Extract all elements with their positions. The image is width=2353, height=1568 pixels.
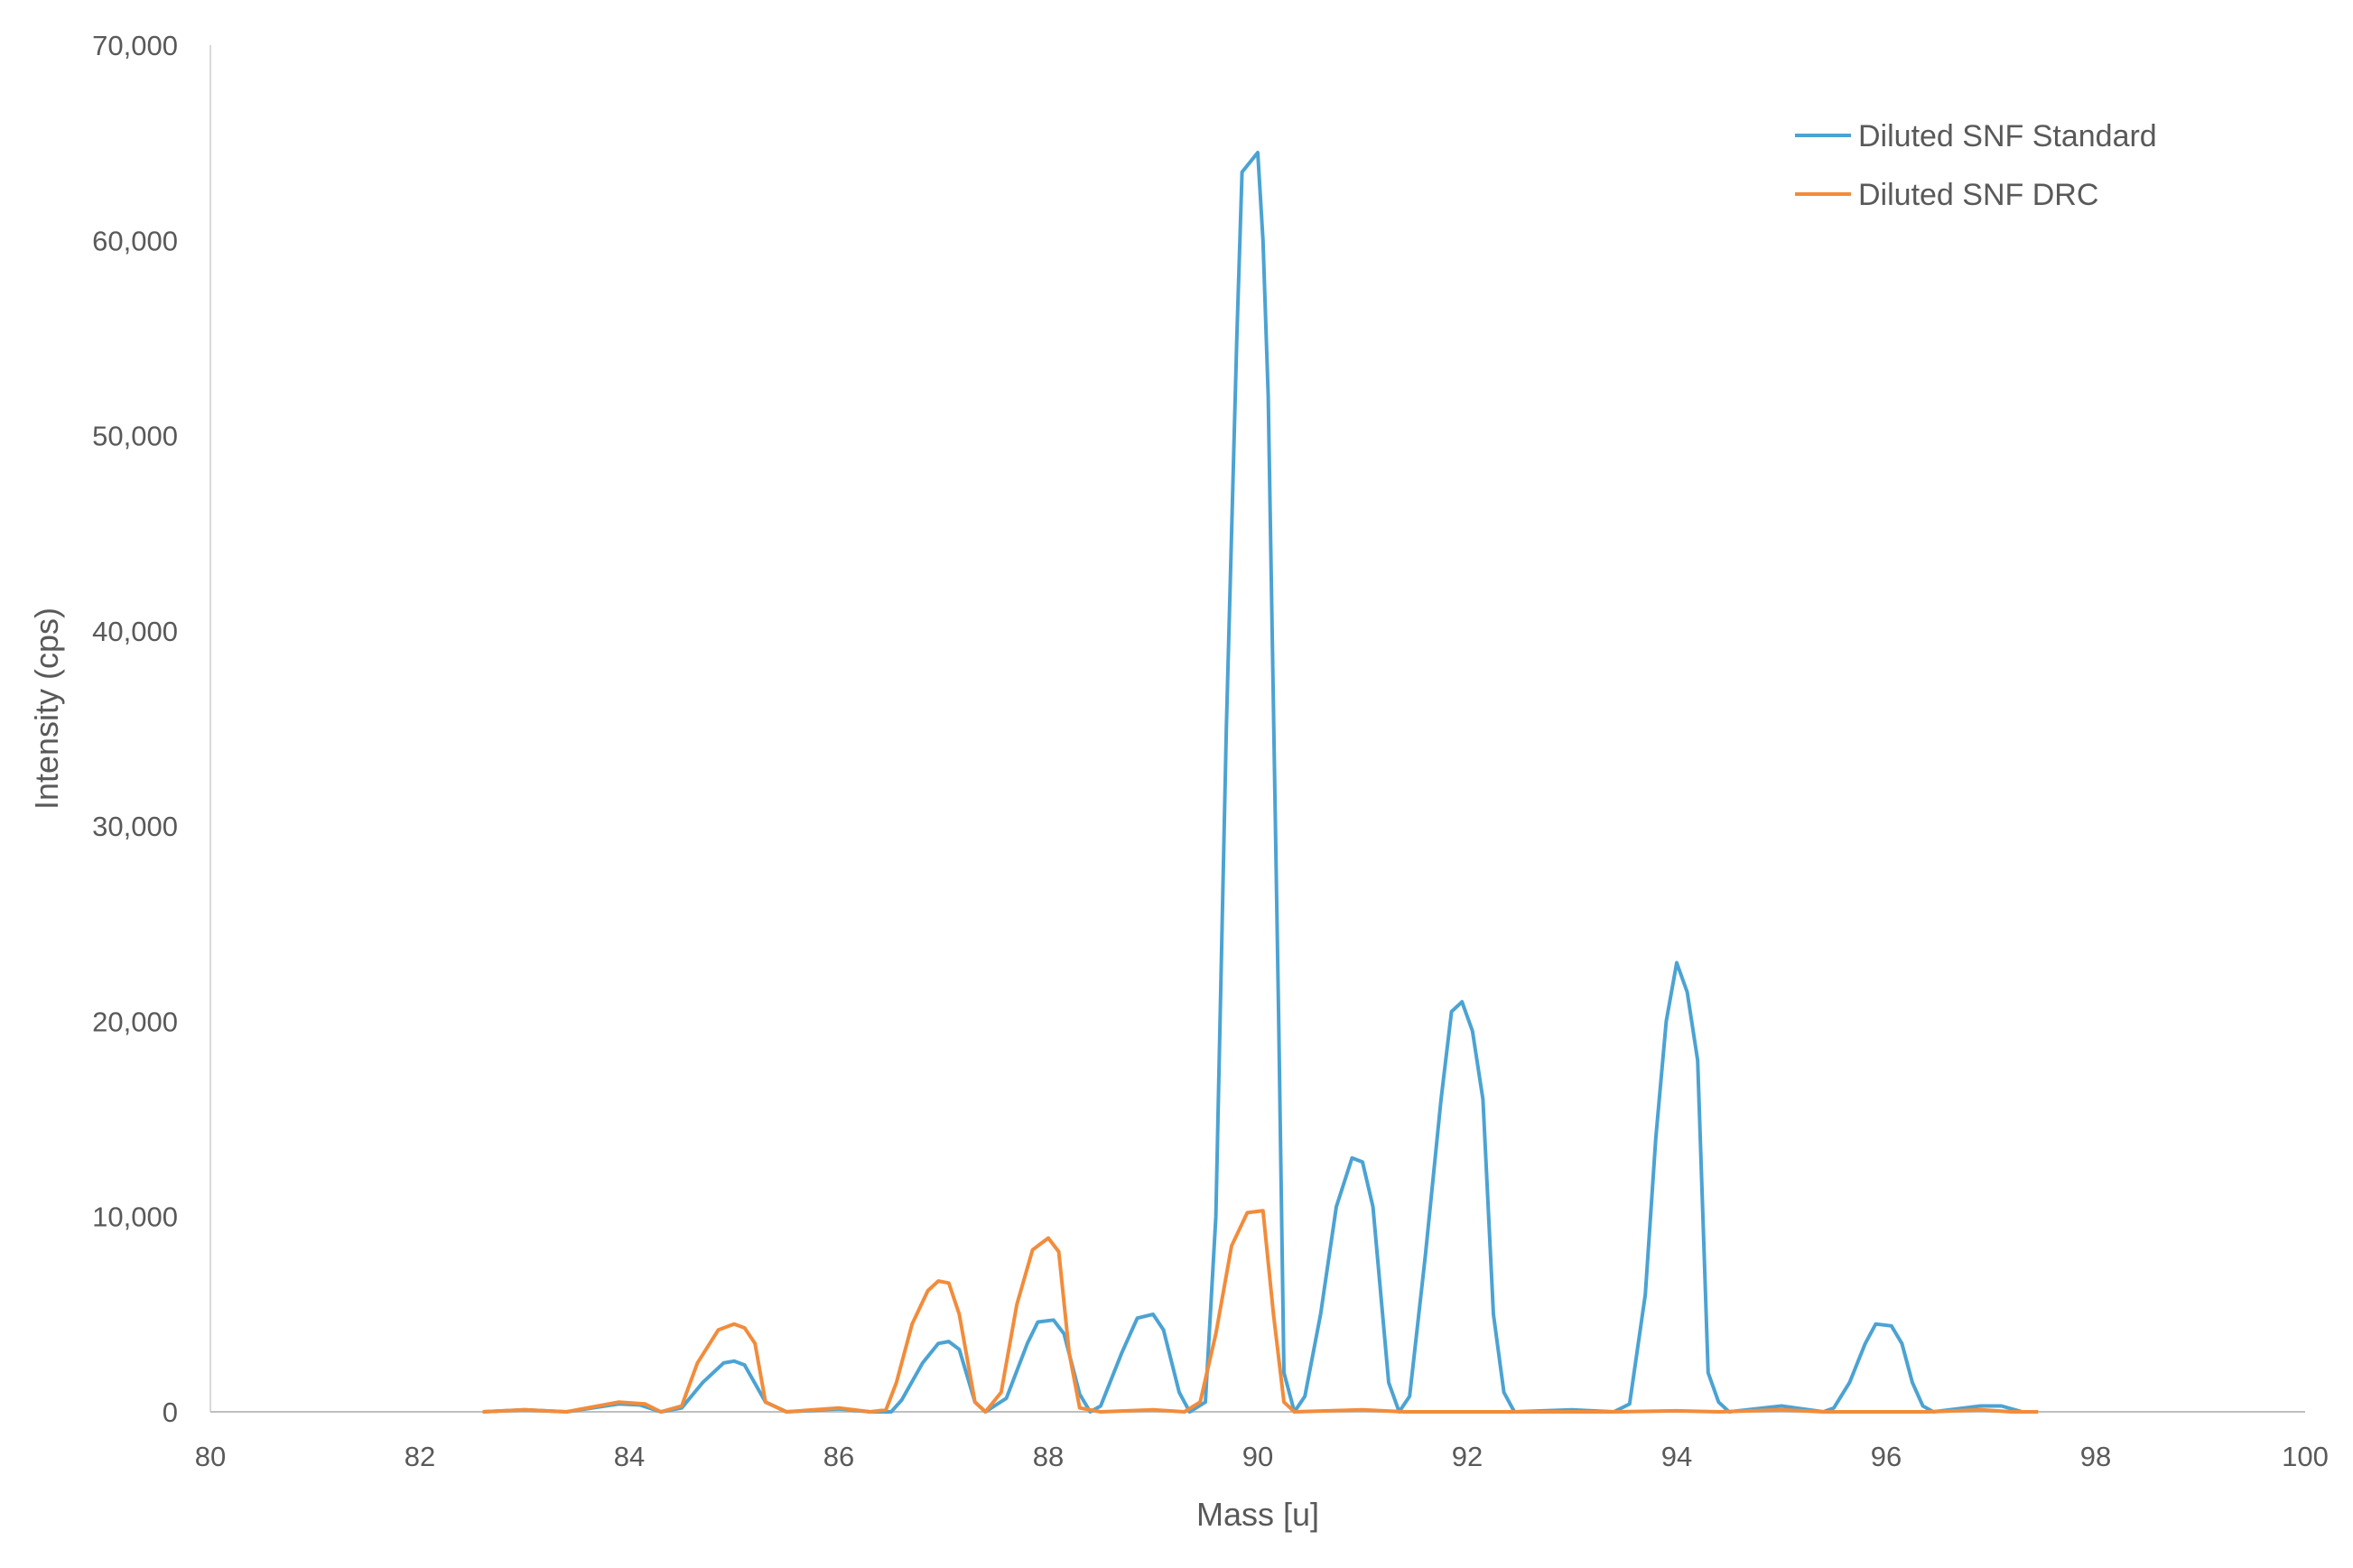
x-tick-label: 100	[2282, 1441, 2329, 1472]
y-tick-label: 40,000	[92, 616, 178, 647]
x-tick-label: 80	[195, 1441, 226, 1472]
x-tick-label: 90	[1242, 1441, 1273, 1472]
series-line-1	[482, 151, 2039, 1414]
x-tick-label: 84	[614, 1441, 645, 1472]
axes	[209, 45, 2305, 1413]
legend-label-1: Diluted SNF Standard	[1858, 119, 2157, 153]
x-axis-title: Mass [u]	[1196, 1496, 1319, 1533]
legend-label-2: Diluted SNF DRC	[1858, 178, 2098, 212]
x-axis-ticks: 80 82 84 86 88 90 92 94 96 98 100	[195, 1441, 2329, 1472]
series-layer	[482, 151, 2039, 1414]
x-tick-label: 94	[1661, 1441, 1692, 1472]
x-tick-label: 86	[823, 1441, 854, 1472]
x-tick-label: 96	[1871, 1441, 1902, 1472]
x-tick-label: 98	[2080, 1441, 2111, 1472]
y-axis-title: Intensity (cps)	[28, 608, 65, 810]
y-tick-label: 20,000	[92, 1006, 178, 1037]
legend: Diluted SNF Standard Diluted SNF DRC	[1795, 119, 2157, 212]
x-tick-label: 92	[1452, 1441, 1483, 1472]
y-tick-label: 30,000	[92, 811, 178, 842]
x-tick-label: 88	[1033, 1441, 1064, 1472]
y-tick-label: 10,000	[92, 1202, 178, 1233]
y-tick-label: 0	[163, 1396, 178, 1428]
y-tick-label: 70,000	[92, 30, 178, 61]
y-tick-label: 50,000	[92, 421, 178, 452]
x-tick-label: 82	[405, 1441, 435, 1472]
series-line-2	[482, 1209, 2039, 1414]
y-tick-label: 60,000	[92, 225, 178, 256]
y-axis-ticks: 0 10,000 20,000 30,000 40,000 50,000 60,000 70,…	[92, 30, 178, 1428]
